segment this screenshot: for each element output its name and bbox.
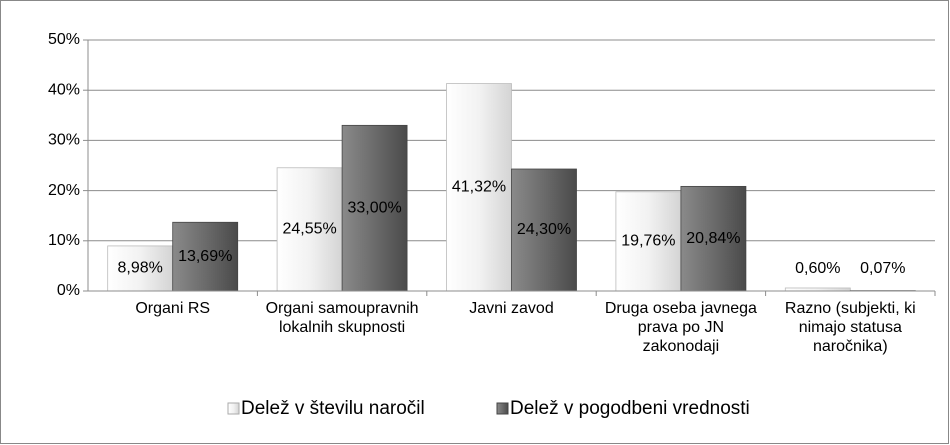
data-label: 0,60%	[795, 260, 840, 277]
y-tick-label: 50%	[48, 31, 80, 48]
data-label: 13,69%	[178, 248, 232, 265]
bar	[680, 185, 747, 292]
data-label: 41,32%	[452, 179, 506, 196]
bar	[511, 168, 577, 292]
x-tick-label: Javni zavod	[469, 300, 554, 317]
x-tick-label: Druga oseba javnega prava po JN zakonoda…	[604, 300, 757, 355]
legend-label: Delež v pogodbeni vrednosti	[510, 398, 750, 419]
data-label: 20,84%	[686, 230, 740, 247]
bar	[276, 167, 343, 292]
x-tick-label: Organi samoupravnih lokalnih skupnosti	[265, 300, 419, 336]
data-label: 19,76%	[621, 233, 675, 250]
data-label: 33,00%	[347, 199, 401, 216]
legend-swatch	[496, 402, 509, 415]
bar	[446, 83, 512, 292]
data-label: 0,07%	[860, 260, 905, 277]
bar	[172, 221, 239, 292]
y-tick-label: 30%	[48, 132, 80, 149]
data-label: 24,30%	[517, 221, 571, 238]
y-tick-label: 10%	[48, 232, 80, 249]
bar	[615, 191, 682, 292]
bar	[341, 124, 408, 292]
x-tick-label: Razno (subjekti, ki nimajo statusa naroč…	[784, 300, 916, 355]
y-tick-label: 40%	[48, 81, 80, 98]
legend-swatch	[227, 402, 240, 415]
data-label: 24,55%	[282, 221, 336, 238]
x-tick-label: Organi RS	[135, 300, 211, 317]
y-tick-label: 20%	[48, 182, 80, 199]
data-label: 8,98%	[118, 260, 163, 277]
y-tick-label: 0%	[57, 282, 80, 299]
legend-label: Delež v številu naročil	[241, 398, 425, 419]
